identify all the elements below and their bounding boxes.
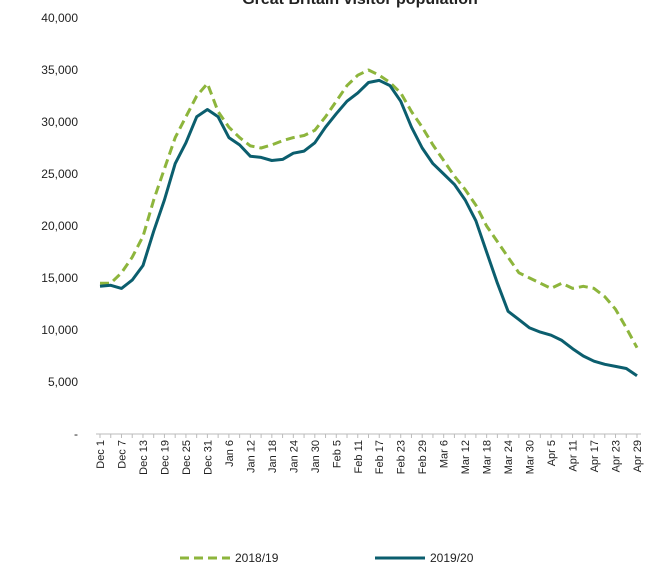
y-tick-label: - (74, 427, 78, 441)
x-tick-label: Jan 24 (288, 440, 300, 473)
x-tick-label: Mar 6 (439, 440, 451, 468)
y-tick-label: 10,000 (41, 323, 78, 337)
x-tick-label: Jan 30 (310, 440, 322, 473)
series-line (100, 68, 639, 349)
y-tick-label: 15,000 (41, 271, 78, 285)
series-line (99, 78, 638, 378)
x-tick-label: Apr 5 (546, 440, 558, 466)
x-tick-label: Feb 17 (374, 440, 386, 474)
x-tick-label: Feb 11 (353, 440, 365, 473)
x-tick-label: Mar 24 (503, 440, 515, 474)
x-tick-label: Apr 11 (568, 440, 580, 472)
x-tick-label: Jan 18 (267, 440, 279, 473)
x-tick-label: Mar 30 (525, 440, 537, 474)
y-tick-label: 20,000 (41, 219, 78, 233)
y-tick-label: 30,000 (41, 115, 78, 129)
x-tick-label: Dec 13 (138, 440, 150, 475)
x-tick-label: Jan 6 (224, 440, 236, 467)
y-tick-label: 25,000 (41, 167, 78, 181)
x-tick-label: Dec 31 (202, 440, 214, 475)
x-tick-label: Dec 1 (95, 440, 107, 469)
legend-label: 2018/19 (235, 551, 279, 565)
x-tick-label: Dec 7 (116, 440, 128, 469)
y-tick-label: 35,000 (41, 63, 78, 77)
x-tick-label: Mar 18 (482, 440, 494, 474)
x-tick-label: Dec 25 (181, 440, 193, 475)
x-tick-label: Apr 23 (611, 440, 623, 472)
chart-title: Great Britain visitor population (242, 0, 478, 8)
x-tick-label: Dec 19 (159, 440, 171, 475)
x-tick-label: Apr 17 (589, 440, 601, 472)
x-tick-label: Mar 12 (460, 440, 472, 474)
x-tick-label: Jan 12 (245, 440, 257, 473)
legend-label: 2019/20 (430, 551, 474, 565)
y-tick-label: 5,000 (48, 375, 78, 389)
x-tick-label: Apr 29 (632, 440, 644, 472)
y-tick-label: 40,000 (41, 11, 78, 25)
x-tick-label: Feb 5 (331, 440, 343, 468)
x-tick-label: Feb 29 (417, 440, 429, 474)
x-tick-label: Feb 23 (396, 440, 408, 474)
